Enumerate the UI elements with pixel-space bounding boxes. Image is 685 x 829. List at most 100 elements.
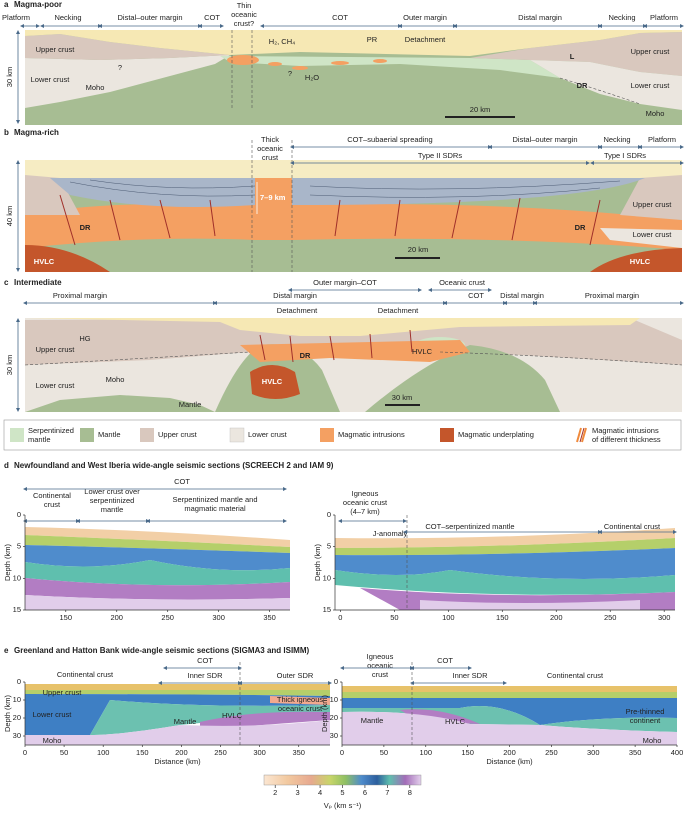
lower-crust: [25, 55, 230, 108]
label: Platform: [650, 13, 678, 22]
label: Outer margin: [403, 13, 447, 22]
label: ?: [118, 63, 122, 72]
label: magmatic material: [184, 504, 246, 513]
intrusion: [331, 61, 349, 65]
lower-crust: [530, 60, 682, 110]
x-tick-label: 250: [604, 613, 617, 622]
x-tick-label: 0: [23, 748, 27, 757]
label: crust: [372, 670, 389, 679]
layer: [420, 600, 640, 610]
swatch: [80, 428, 94, 442]
x-tick-label: 0: [340, 748, 344, 757]
swatch: [10, 428, 24, 442]
x-axis-label: Distance (km): [486, 757, 533, 766]
colorbar-tick-label: 7: [385, 788, 389, 797]
label: Lower crust: [633, 230, 673, 239]
y-tick-label: 5: [17, 542, 21, 551]
layer: [25, 690, 330, 696]
label: Serpentinized mantle and: [172, 495, 257, 504]
x-tick-label: 50: [380, 748, 388, 757]
x-tick-label: 200: [503, 748, 516, 757]
mantle: [365, 345, 560, 412]
y-tick-label: 0: [327, 510, 331, 519]
label: Intermediate: [14, 278, 62, 287]
layer: [342, 686, 677, 692]
layer: [342, 711, 677, 745]
upper-crust: [620, 175, 682, 220]
label: 20 km: [408, 245, 428, 254]
layer: [342, 698, 677, 725]
y-tick-label: 10: [330, 695, 338, 704]
label: Necking: [608, 13, 635, 22]
label: Outer SDR: [277, 671, 314, 680]
section-c: [16, 318, 683, 412]
label: oceanic crust: [343, 498, 388, 507]
x-tick-label: 200: [175, 748, 188, 757]
layer: [90, 700, 330, 735]
y-axis-label: Depth (km): [3, 694, 12, 732]
label: Upper crust: [36, 345, 76, 354]
sdr-reflectors: [69, 179, 621, 198]
underplating: [250, 365, 300, 399]
intrusions: [240, 340, 470, 362]
x-tick-label: 250: [161, 613, 174, 622]
label: COT: [197, 656, 213, 665]
x-tick-label: 300: [587, 748, 600, 757]
label: crust: [262, 153, 279, 162]
x-tick-label: 50: [390, 613, 398, 622]
label: Lower crust: [31, 75, 71, 84]
x-tick-label: 350: [629, 748, 642, 757]
label: Type II SDRs: [418, 151, 462, 160]
layer: [25, 694, 330, 735]
intrusion: [268, 62, 282, 66]
label: oceanic: [367, 661, 393, 670]
label: Serpentinized: [28, 426, 74, 435]
colorbar-label: Vₚ (km s⁻¹): [324, 801, 362, 810]
label: Magmatic intrusions: [338, 430, 405, 439]
label: Mantle: [174, 717, 197, 726]
y-tick-label: 20: [330, 713, 338, 722]
x-tick-label: 350: [292, 748, 305, 757]
label: Mantle: [361, 716, 384, 725]
label: crust: [44, 500, 61, 509]
label: Continental crust: [547, 671, 604, 680]
x-tick-label: 50: [60, 748, 68, 757]
section-b: [16, 140, 682, 272]
shear-zone: [559, 77, 641, 105]
layer: [25, 527, 290, 547]
layer: [25, 684, 330, 690]
label: DR: [577, 81, 588, 90]
label: L: [570, 52, 575, 61]
label: COT–serpentinized mantle: [425, 522, 514, 531]
label: Thick igneous: [277, 695, 324, 704]
layer: [270, 696, 330, 705]
section-e: [25, 662, 677, 745]
dikes: [59, 194, 601, 246]
colorbar-tick-label: 4: [318, 788, 322, 797]
label: COT: [174, 477, 190, 486]
label: DR: [80, 223, 91, 232]
label: Moho: [43, 736, 62, 745]
label: Magmatic underplating: [458, 430, 534, 439]
label: Detachment: [378, 306, 419, 315]
layer: [342, 692, 677, 698]
label: Magma-poor: [14, 0, 62, 9]
label: COT: [332, 13, 348, 22]
label: oceanic: [231, 10, 257, 19]
layer: [25, 545, 290, 571]
colorbar: [263, 774, 422, 786]
label: HVLC: [412, 347, 433, 356]
y-tick-label: 30: [330, 731, 338, 740]
x-tick-label: 300: [212, 613, 225, 622]
label: Detachment: [277, 306, 318, 315]
y-tick-label: 15: [13, 605, 21, 614]
x-tick-label: 150: [136, 748, 149, 757]
legend-frame: [3, 419, 682, 451]
label: Upper crust: [631, 47, 671, 56]
label: Thick: [261, 135, 279, 144]
label: Lower crust: [248, 430, 288, 439]
label: DR: [575, 223, 586, 232]
intrusion: [292, 66, 308, 70]
label: Lower crust: [33, 710, 73, 719]
